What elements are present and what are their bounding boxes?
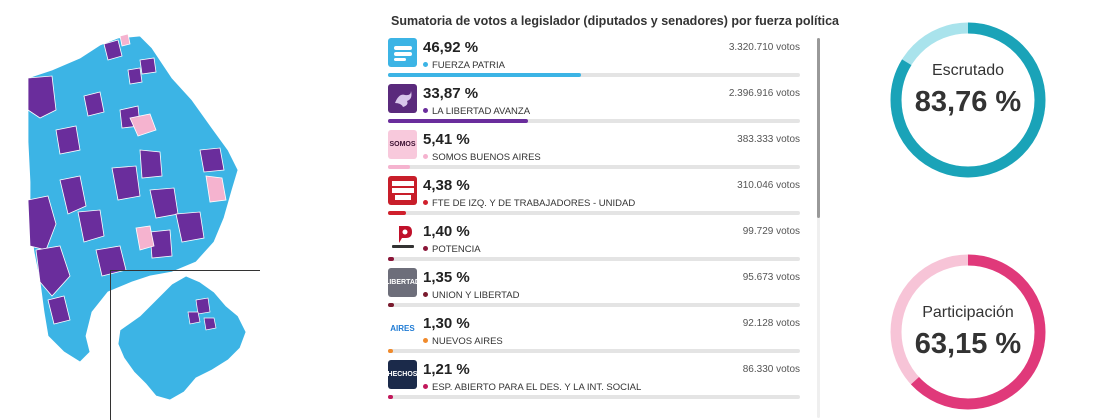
party-logo-text: SOMOS (389, 141, 416, 148)
party-votes: 95.673 votos (742, 272, 800, 283)
lion-icon (388, 84, 417, 113)
results-panel: Sumatoria de votos a legislador (diputad… (388, 0, 839, 420)
province-shape[interactable] (27, 35, 239, 363)
party-percentage: 1,21 % (423, 361, 470, 378)
party-color-dot (423, 200, 428, 205)
fit-logo (388, 176, 417, 205)
party-color-dot (423, 338, 428, 343)
potencia-logo (388, 222, 417, 251)
hechos-logo: HECHOS (388, 360, 417, 389)
participacion-value: 63,15 % (914, 328, 1022, 360)
party-row[interactable]: SOMOS 5,41 % 383.333 votos SOMOS BUENOS AIR… (388, 128, 804, 174)
party-bar-track (388, 395, 800, 399)
party-votes: 92.128 votos (742, 318, 800, 329)
party-row[interactable]: 4,38 % 310.046 votos FTE DE IZQ. Y DE TRAB… (388, 174, 804, 220)
party-bar-fill (388, 349, 394, 353)
party-color-dot (423, 384, 428, 389)
results-map[interactable] (0, 0, 260, 420)
party-bar-fill (388, 73, 582, 77)
party-votes: 310.046 votos (737, 180, 800, 191)
party-percentage: 1,40 % (423, 223, 470, 240)
party-name-line: UNION Y LIBERTAD (423, 290, 519, 301)
party-bar-fill (388, 395, 393, 399)
party-name: SOMOS BUENOS AIRES (432, 152, 541, 163)
party-color-dot (423, 108, 428, 113)
party-name: LA LIBERTAD AVANZA (432, 106, 531, 117)
scrollbar[interactable] (817, 38, 820, 418)
party-votes: 99.729 votos (742, 226, 800, 237)
party-color-dot (423, 292, 428, 297)
scrollbar-thumb[interactable] (817, 38, 820, 218)
party-color-dot (423, 154, 428, 159)
party-percentage: 5,41 % (423, 131, 470, 148)
participacion-label: Participación (922, 304, 1014, 321)
party-bar-track (388, 165, 800, 169)
party-name: UNION Y LIBERTAD (432, 290, 520, 301)
party-name-line: LA LIBERTAD AVANZA (423, 106, 530, 117)
escrutado-value: 83,76 % (914, 86, 1022, 118)
party-bar-fill (388, 303, 394, 307)
party-logo-text: HECHOS (388, 371, 417, 378)
party-name: NUEVOS AIRES (432, 336, 503, 347)
party-name-line: FTE DE IZQ. Y DE TRABAJADORES - UNIDAD (423, 198, 635, 209)
party-name: POTENCIA (432, 244, 481, 255)
party-name-line: SOMOS BUENOS AIRES (423, 152, 541, 163)
participacion-ring (890, 254, 1046, 410)
party-percentage: 46,92 % (423, 39, 479, 56)
party-percentage: 1,30 % (423, 315, 470, 332)
party-name: ESP. ABIERTO PARA EL DES. Y LA INT. SOCI… (432, 382, 642, 393)
party-bar-track (388, 73, 800, 77)
party-votes: 383.333 votos (737, 134, 800, 145)
party-row[interactable]: 33,87 % 2.396.916 votos LA LIBERTAD AVANZA (388, 82, 804, 128)
party-color-dot (423, 246, 428, 251)
province-map[interactable] (0, 0, 260, 420)
party-name: FUERZA PATRIA (432, 60, 506, 71)
party-bar-fill (388, 211, 407, 215)
party-name-line: NUEVOS AIRES (423, 336, 503, 347)
party-logo-text: LIBERTAD (388, 279, 417, 286)
participacion-gauge: Participación 63,15 % (888, 252, 1048, 412)
party-percentage: 1,35 % (423, 269, 470, 286)
escrutado-label: Escrutado (931, 62, 1005, 79)
escrutado-ring (890, 22, 1046, 178)
party-bar-track (388, 119, 800, 123)
inset-libertad-districts (187, 297, 217, 331)
union-logo: LIBERTAD (388, 268, 417, 297)
party-name: FTE DE IZQ. Y DE TRABAJADORES - UNIDAD (432, 198, 636, 209)
party-bar-track (388, 303, 800, 307)
party-logo-text: AIRES (390, 324, 415, 333)
party-row[interactable]: AIRES 1,30 % 92.128 votos NUEVOS AIRES (388, 312, 804, 358)
party-row[interactable]: 1,40 % 99.729 votos POTENCIA (388, 220, 804, 266)
inset-gba-shape[interactable] (117, 275, 247, 401)
party-row[interactable]: HECHOS 1,21 % 86.330 votos ESP. ABIERTO PAR… (388, 358, 804, 404)
party-color-dot (423, 62, 428, 67)
party-name-line: POTENCIA (423, 244, 481, 255)
party-percentage: 33,87 % (423, 85, 479, 102)
results-title: Sumatoria de votos a legislador (diputad… (391, 14, 840, 28)
party-name-line: FUERZA PATRIA (423, 60, 505, 71)
escrutado-gauge: Escrutado 83,76 % (888, 20, 1048, 180)
somos-districts (119, 33, 227, 251)
somos-logo: SOMOS (388, 130, 417, 159)
flag-icon (388, 38, 417, 67)
party-bar-fill (388, 165, 411, 169)
nuevos-aires-logo: AIRES (388, 314, 417, 343)
party-name-line: ESP. ABIERTO PARA EL DES. Y LA INT. SOCI… (423, 382, 641, 393)
inset-frame (110, 270, 260, 420)
party-votes: 3.320.710 votos (728, 42, 800, 53)
party-bar-track (388, 211, 800, 215)
party-votes: 2.396.916 votos (728, 88, 800, 99)
party-bar-fill (388, 119, 528, 123)
party-bar-track (388, 257, 800, 261)
party-percentage: 4,38 % (423, 177, 470, 194)
libertad-avanza-districts (27, 39, 225, 325)
party-row[interactable]: LIBERTAD 1,35 % 95.673 votos UNION Y LIBERT… (388, 266, 804, 312)
party-list[interactable]: 46,92 % 3.320.710 votos FUERZA PATRIA 33,87… (388, 36, 804, 404)
party-bar-fill (388, 257, 394, 261)
party-bar-track (388, 349, 800, 353)
party-row[interactable]: 46,92 % 3.320.710 votos FUERZA PATRIA (388, 36, 804, 82)
party-votes: 86.330 votos (742, 364, 800, 375)
